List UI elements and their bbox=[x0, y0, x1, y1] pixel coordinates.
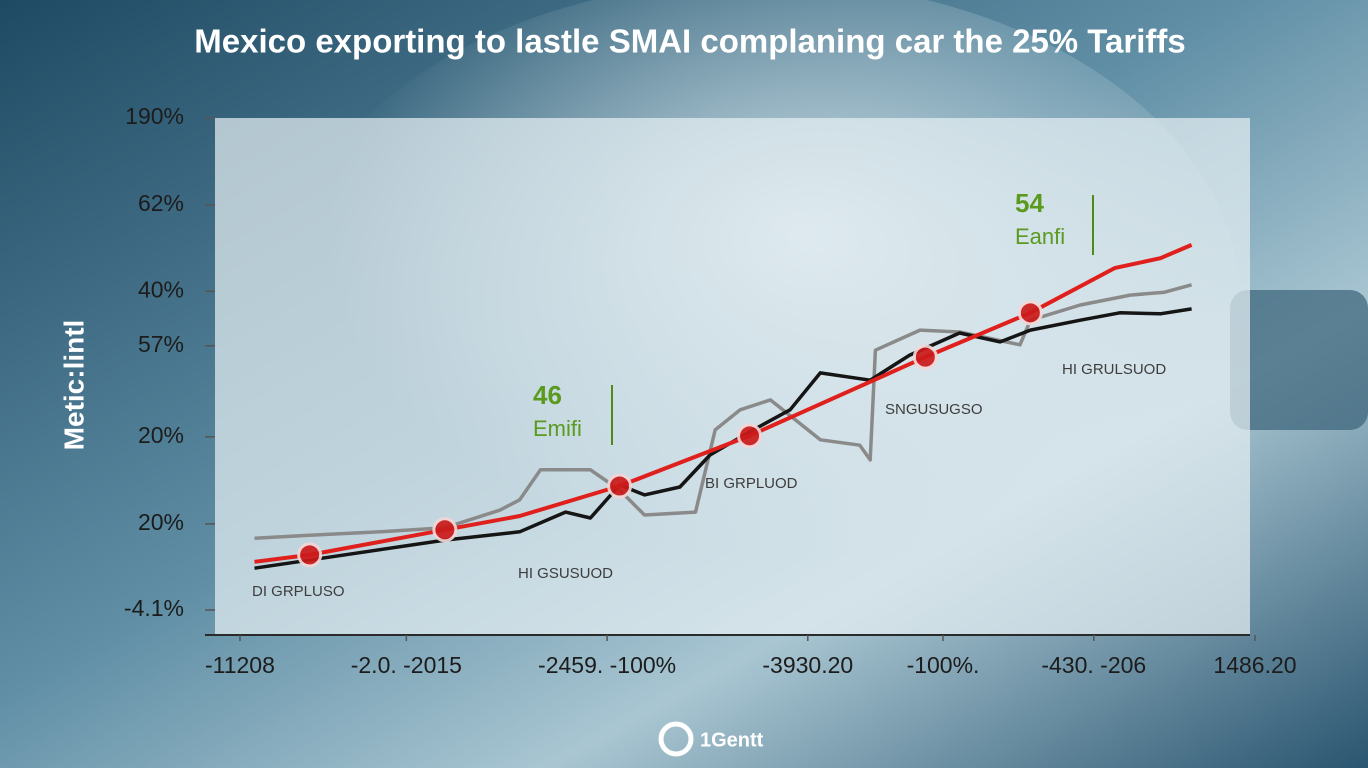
data-point bbox=[737, 423, 763, 449]
x-tick-label: -430. -206 bbox=[1041, 652, 1146, 678]
annotation-value: 54 bbox=[1015, 188, 1044, 218]
y-tick-label: 20% bbox=[138, 422, 184, 448]
data-point bbox=[297, 542, 323, 568]
x-tick-label: -2.0. -2015 bbox=[351, 652, 462, 678]
data-point bbox=[912, 344, 938, 370]
data-line bbox=[254, 307, 1192, 570]
x-tick-label: -2459. -100% bbox=[538, 652, 676, 678]
y-tick-label: -4.1% bbox=[124, 595, 184, 621]
x-tick-label: -3930.20 bbox=[762, 652, 853, 678]
background-device bbox=[1230, 290, 1368, 430]
annotation-text: Emifi bbox=[533, 416, 582, 441]
annotation-text: DI GRPLUSO bbox=[252, 583, 345, 600]
annotation-text: HI GRULSUOD bbox=[1062, 361, 1166, 378]
y-tick-label: 40% bbox=[138, 276, 184, 302]
x-tick-label: 1486.20 bbox=[1213, 652, 1296, 678]
annotation-text: SNGUSUGSO bbox=[885, 401, 983, 418]
y-tick-label: 62% bbox=[138, 190, 184, 216]
y-axis-label: Metic:lintl bbox=[58, 320, 89, 451]
y-tick-label: 190% bbox=[125, 103, 184, 129]
data-point bbox=[607, 473, 633, 499]
watermark-logo bbox=[658, 721, 694, 757]
y-tick-label: 57% bbox=[138, 331, 184, 357]
x-tick-label: -100%. bbox=[907, 652, 980, 678]
annotation-value: 46 bbox=[533, 380, 562, 410]
annotation-text: BI GRPLUOD bbox=[705, 475, 798, 492]
data-point bbox=[1017, 300, 1043, 326]
x-tick-label: -11208 bbox=[205, 652, 275, 678]
annotation-text: HI GSUSUOD bbox=[518, 565, 613, 582]
chart-title: Mexico exporting to lastle SMAI complani… bbox=[194, 23, 1185, 60]
watermark: 1Gentt bbox=[700, 729, 764, 751]
y-tick-label: 20% bbox=[138, 509, 184, 535]
annotation-text: Eanfi bbox=[1015, 224, 1065, 249]
data-point bbox=[432, 517, 458, 543]
